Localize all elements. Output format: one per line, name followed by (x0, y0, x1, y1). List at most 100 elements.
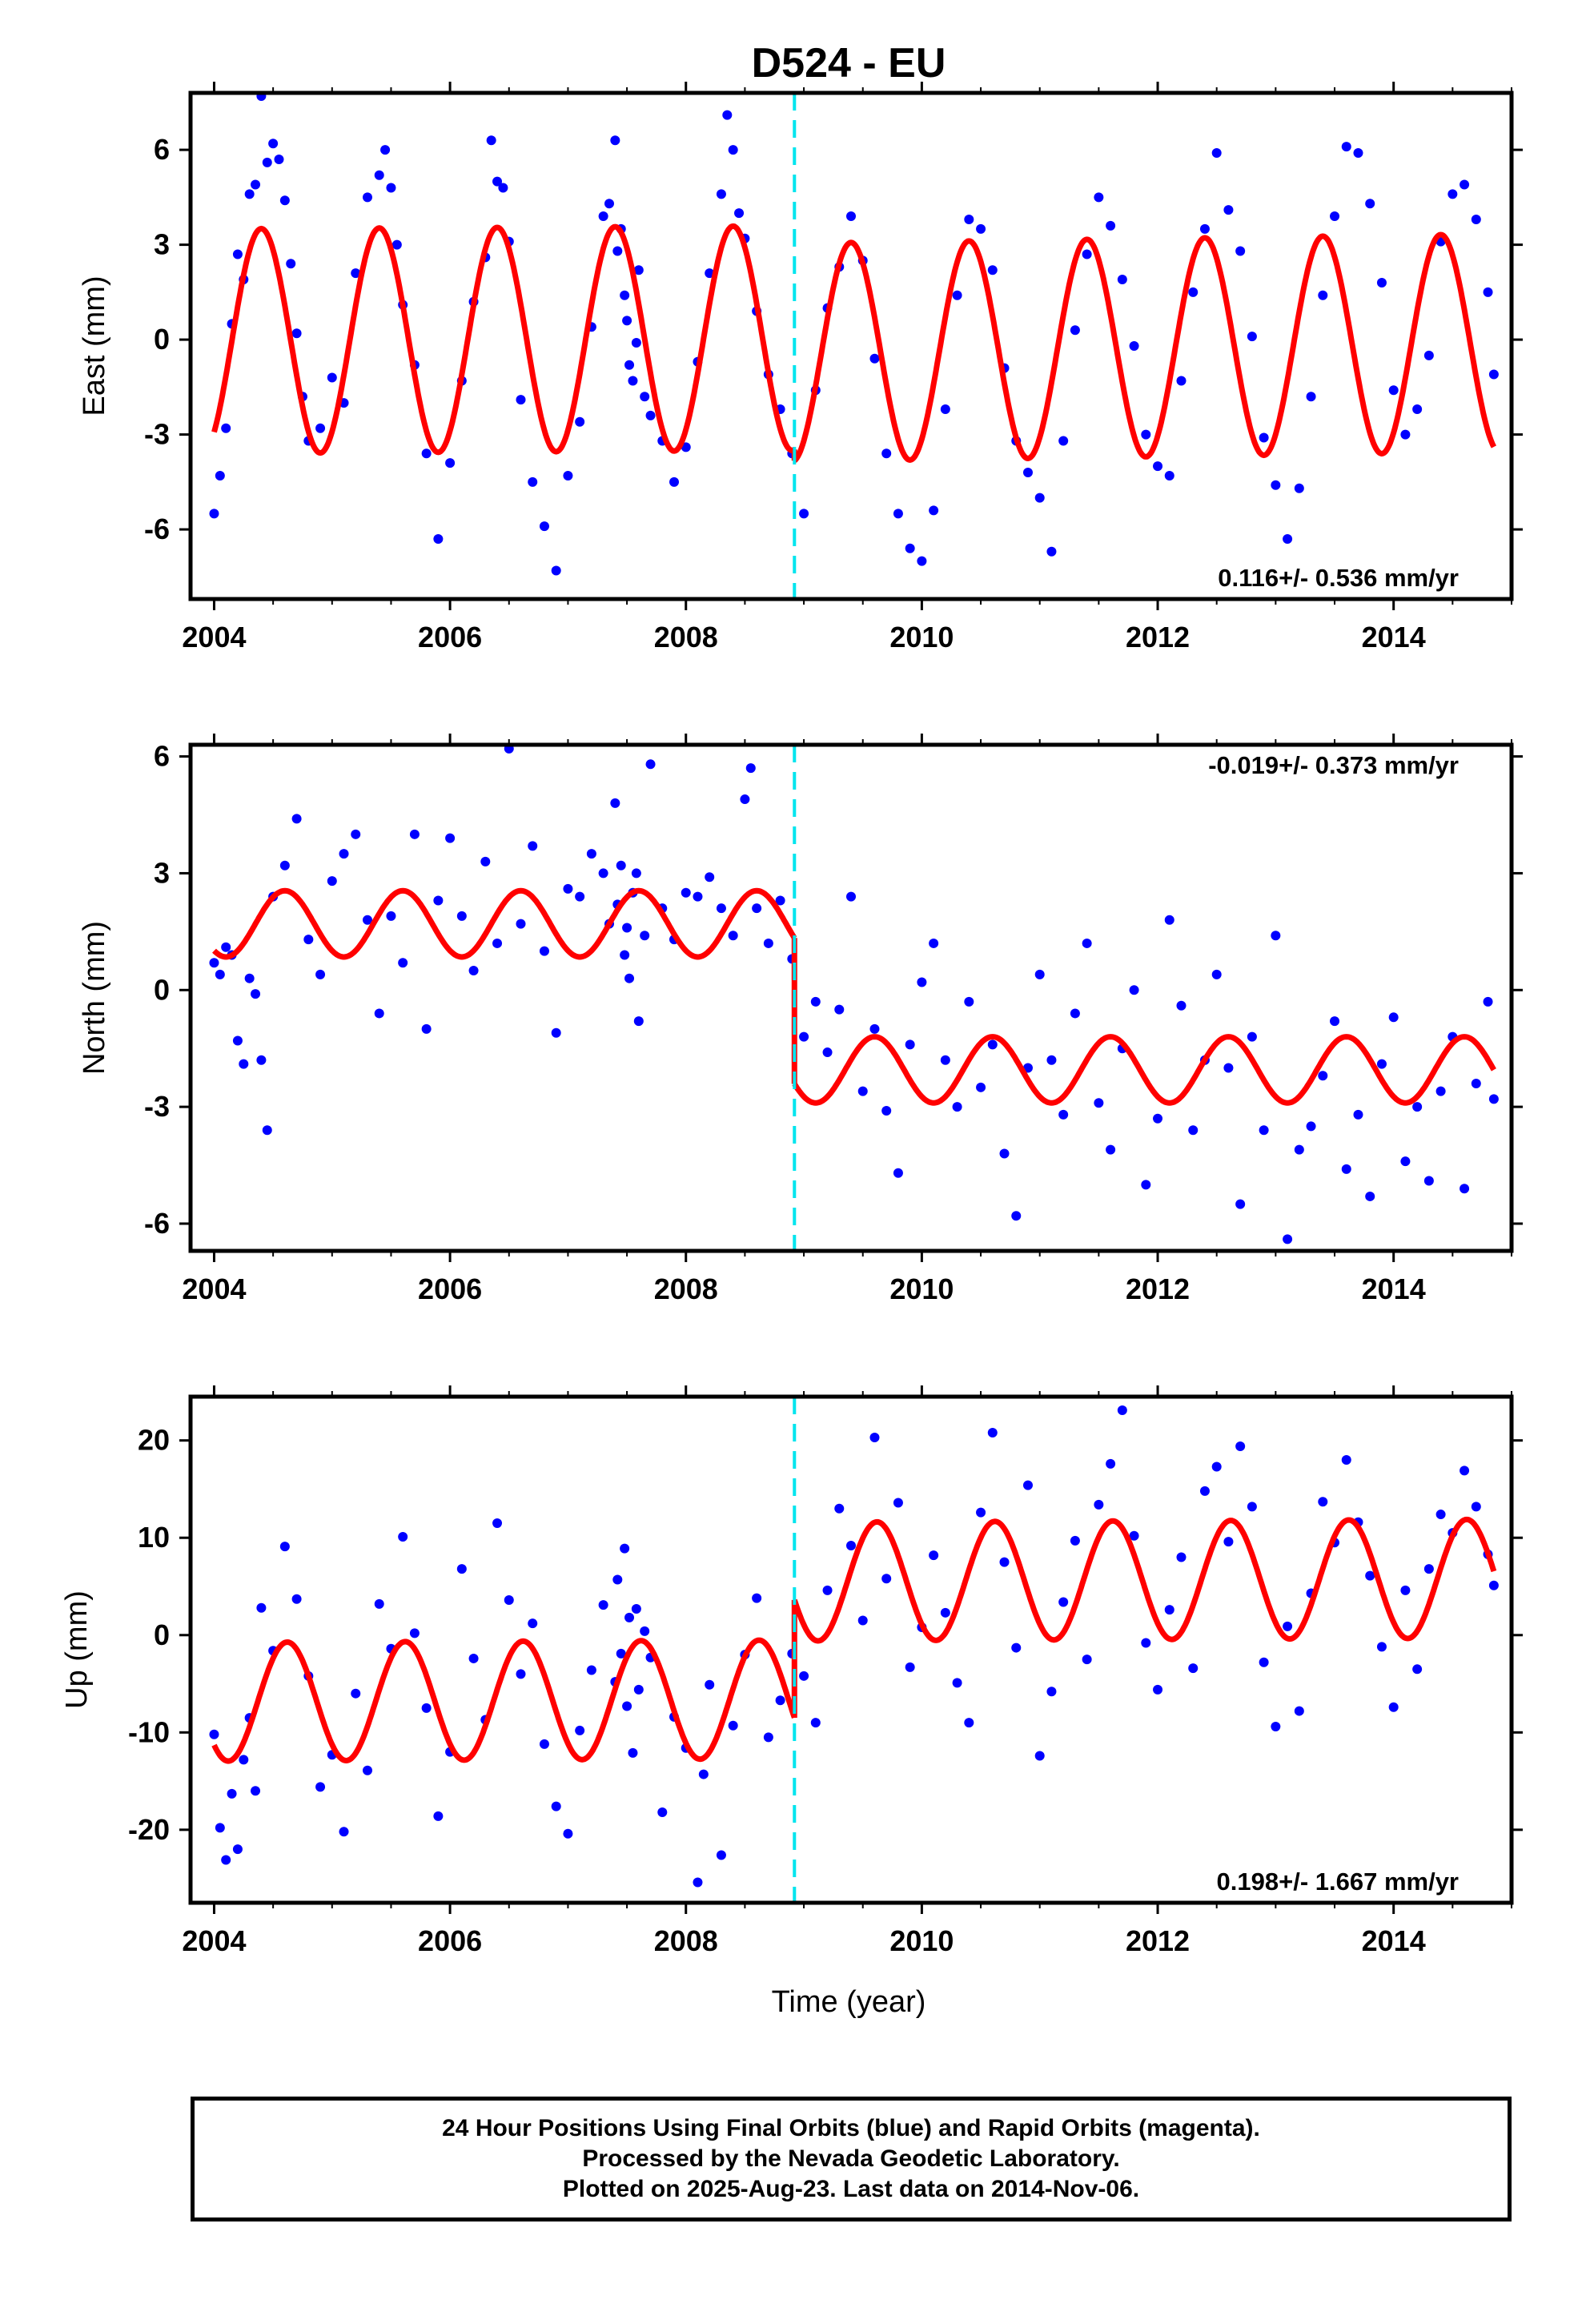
data-point (610, 798, 620, 808)
data-point (1011, 1211, 1022, 1221)
data-point (1294, 483, 1304, 493)
data-point (631, 338, 641, 348)
axes-frame (188, 90, 1514, 601)
data-point (244, 973, 255, 983)
data-point (215, 470, 225, 480)
data-point (1365, 1191, 1375, 1201)
data-point (616, 1648, 626, 1659)
data-point (1235, 1441, 1246, 1451)
data-point (1058, 1109, 1069, 1120)
y-axis-label: East (mm) (78, 275, 111, 416)
data-point (1106, 1144, 1116, 1155)
x-tick-label: 2004 (182, 621, 246, 653)
data-point (1199, 223, 1210, 234)
data-point (279, 1542, 290, 1552)
data-point (1117, 1405, 1127, 1416)
data-point (1164, 1605, 1174, 1615)
data-point (716, 189, 726, 199)
data-point (421, 1023, 432, 1034)
data-point (631, 868, 641, 879)
data-point (528, 476, 538, 487)
data-point (976, 223, 986, 234)
data-point (1034, 1751, 1045, 1761)
data-point (1223, 1537, 1234, 1547)
fit-curve-before-offset (211, 1637, 797, 1764)
data-point (987, 1427, 998, 1437)
data-point (728, 145, 738, 155)
data-point (693, 891, 703, 902)
data-point (1488, 369, 1499, 380)
data-point (456, 911, 467, 921)
data-point (881, 448, 892, 459)
data-point (1211, 969, 1222, 979)
data-point (1341, 1455, 1351, 1465)
data-point (433, 533, 444, 544)
data-point (799, 1031, 809, 1042)
x-tick-label: 2004 (182, 1924, 246, 1957)
data-point (1483, 996, 1493, 1007)
data-point (1318, 1497, 1328, 1507)
fit-curve-after-offset (792, 1034, 1496, 1106)
data-point (239, 1755, 249, 1765)
data-point (893, 1168, 903, 1178)
data-point (1129, 985, 1139, 995)
data-point (232, 249, 243, 259)
x-tick-label: 2014 (1362, 621, 1426, 653)
data-point (917, 556, 927, 566)
data-point (421, 1703, 432, 1713)
data-point (1435, 1510, 1446, 1520)
data-point (1164, 915, 1174, 925)
data-point (291, 814, 302, 824)
data-point (799, 1671, 809, 1681)
y-tick-label: -3 (144, 1090, 170, 1123)
data-point (869, 353, 880, 364)
data-point (881, 1574, 892, 1584)
data-point (1412, 404, 1423, 414)
data-point (1471, 1078, 1481, 1088)
x-tick-label: 2006 (418, 621, 482, 653)
data-point (640, 931, 650, 941)
data-point (1188, 287, 1199, 297)
data-point (622, 1701, 632, 1711)
data-point (728, 931, 738, 941)
velocity-label: 0.116+/- 0.536 mm/yr (1218, 564, 1459, 592)
data-point (1341, 142, 1351, 152)
data-point (1376, 278, 1387, 287)
data-point (339, 1827, 349, 1837)
data-point (1058, 1597, 1069, 1607)
data-point (498, 183, 508, 193)
x-tick-label: 2004 (182, 1273, 246, 1305)
data-point (1247, 332, 1257, 342)
data-point (964, 1718, 974, 1728)
data-point (952, 290, 962, 300)
data-point (1330, 1016, 1340, 1027)
data-point (640, 392, 650, 402)
data-point (1412, 1664, 1423, 1675)
data-point (834, 1503, 845, 1514)
data-point (604, 199, 614, 209)
data-point (586, 1665, 596, 1675)
data-point (763, 1732, 773, 1743)
data-point (468, 1653, 479, 1663)
axes-frame (188, 1394, 1514, 1905)
data-point (734, 208, 745, 219)
panel-up: 2004 2006 2008 2010 2012 2014 -20 -10 0 10 20 Up (m… (60, 1385, 1523, 1957)
data-point (1423, 1176, 1434, 1186)
data-point (1082, 1655, 1092, 1665)
data-point (362, 1765, 372, 1775)
data-point (745, 763, 756, 774)
data-point (492, 176, 503, 187)
y-tick-label: 20 (138, 1424, 170, 1457)
data-point (391, 239, 402, 250)
data-point (1034, 969, 1045, 979)
data-point (504, 745, 514, 754)
x-tick-label: 2008 (654, 621, 718, 653)
data-point (1341, 1164, 1351, 1174)
data-point (740, 794, 750, 805)
data-point (445, 458, 456, 468)
data-point (775, 1695, 785, 1706)
axes-frame (188, 742, 1514, 1253)
y-tick-label: 3 (154, 228, 170, 261)
data-point (492, 938, 503, 948)
